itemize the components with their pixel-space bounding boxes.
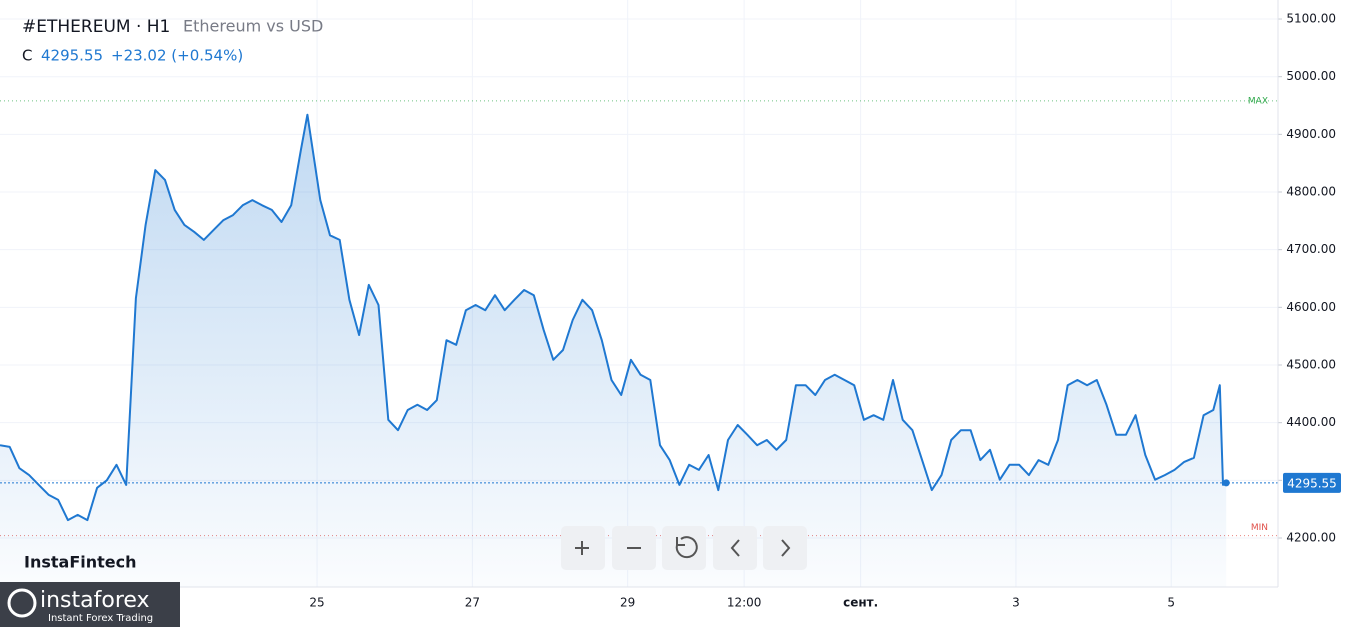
watermark-logo xyxy=(7,588,37,618)
watermark-subtext: Instant Forex Trading xyxy=(48,613,153,624)
brand: InstaFintech xyxy=(24,553,137,572)
last-price: 4295.55 xyxy=(41,47,103,65)
price-box-label: 4295.55 xyxy=(1287,476,1337,490)
area xyxy=(0,114,1227,587)
y-tick-label: 4700.00 xyxy=(1286,242,1336,256)
watermark-text: instaforex xyxy=(40,588,150,613)
y-tick-label: 4900.00 xyxy=(1286,127,1336,141)
y-tick-label: 4800.00 xyxy=(1286,185,1336,199)
scroll-left-button[interactable] xyxy=(713,526,757,570)
plus-icon xyxy=(575,541,589,555)
price-label: C xyxy=(22,47,32,65)
watermark: instaforex Instant Forex Trading xyxy=(0,582,180,627)
price-change: +23.02 (+0.54%) xyxy=(111,47,243,65)
reset-button[interactable] xyxy=(662,526,706,570)
x-tick-label: 12:00 xyxy=(727,596,762,610)
reference-label: MAX xyxy=(1248,96,1268,106)
left-icon xyxy=(730,539,740,557)
last-point xyxy=(1222,479,1230,487)
price-box xyxy=(1283,472,1341,493)
y-tick-label: 5100.00 xyxy=(1286,12,1336,26)
chart-title: #ETHEREUM · H1 xyxy=(22,17,170,37)
y-tick-label: 5000.00 xyxy=(1286,69,1336,83)
zoom-controls xyxy=(561,526,807,570)
line xyxy=(0,113,1227,522)
x-tick-label: 5 xyxy=(1167,596,1175,610)
x-tick-label: 29 xyxy=(620,596,635,610)
reset-icon xyxy=(675,536,698,559)
x-tick-label: 3 xyxy=(1012,596,1020,610)
chart-subtitle: Ethereum vs USD xyxy=(183,17,323,36)
x-tick-label: сент. xyxy=(843,596,878,610)
x-tick-label: 25 xyxy=(309,596,324,610)
y-tick-label: 4500.00 xyxy=(1286,358,1336,372)
reference-label: MIN xyxy=(1251,523,1268,533)
x-tick-label: 27 xyxy=(465,596,480,610)
right-icon xyxy=(781,539,791,557)
scroll-right-button[interactable] xyxy=(763,526,807,570)
overlay: 4200.004300.004400.004500.004600.004700.… xyxy=(309,12,1341,610)
y-tick-label: 4200.00 xyxy=(1286,530,1336,544)
y-tick-label: 4400.00 xyxy=(1286,415,1336,429)
y-tick-label: 4600.00 xyxy=(1286,300,1336,314)
watermark-box xyxy=(0,582,180,627)
plot xyxy=(0,113,1278,587)
